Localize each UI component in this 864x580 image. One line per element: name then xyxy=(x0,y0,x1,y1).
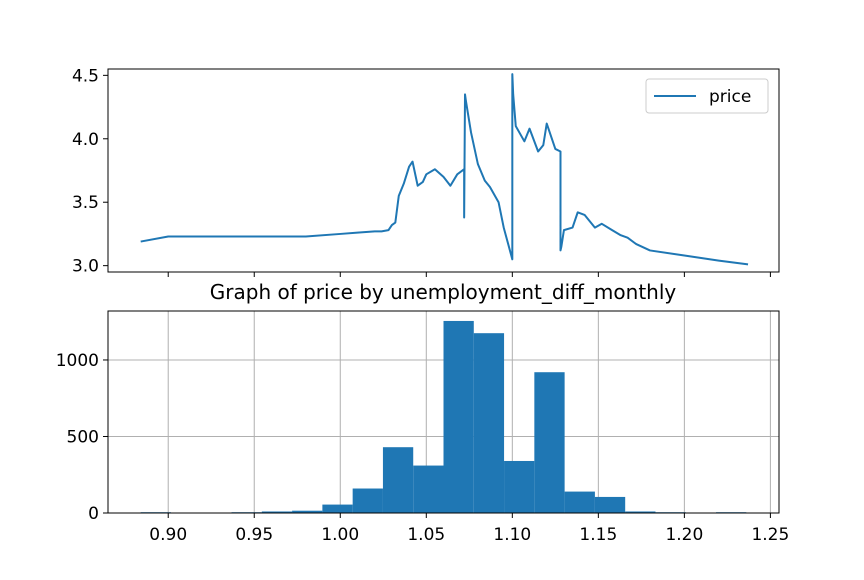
histogram-bar xyxy=(353,489,383,513)
hist-y-tick-label: 1000 xyxy=(56,351,99,371)
histogram-bar xyxy=(504,461,534,513)
hist-x-tick-label: 1.20 xyxy=(665,525,703,545)
hist-x-tick-label: 0.95 xyxy=(235,525,273,545)
hist-x-tick-label: 1.00 xyxy=(321,525,359,545)
hist-y-tick-label: 500 xyxy=(67,427,99,447)
histogram-title: Graph of price by unemployment_diff_mont… xyxy=(210,280,677,304)
histogram-bar xyxy=(383,447,413,513)
hist-x-tick-label: 1.25 xyxy=(751,525,789,545)
hist-x-tick-label: 1.05 xyxy=(407,525,445,545)
histogram-bar xyxy=(595,497,625,513)
legend: price xyxy=(646,79,768,113)
hist-x-tick-label: 0.90 xyxy=(149,525,187,545)
histogram-bar xyxy=(413,466,443,513)
histogram-bar xyxy=(322,505,352,513)
legend-label-price: price xyxy=(709,87,751,107)
line-y-tick-label: 3.0 xyxy=(72,257,99,277)
hist-x-tick-label: 1.10 xyxy=(493,525,531,545)
hist-x-tick-label: 1.15 xyxy=(579,525,617,545)
histogram-bar xyxy=(474,333,504,513)
histogram-bar xyxy=(534,372,564,513)
line-y-tick-label: 3.5 xyxy=(72,193,99,213)
line-y-tick-label: 4.0 xyxy=(72,130,99,150)
line-y-tick-label: 4.5 xyxy=(72,66,99,86)
histogram-bar xyxy=(565,492,595,513)
hist-y-tick-label: 0 xyxy=(88,504,99,524)
histogram-bar xyxy=(444,321,474,513)
